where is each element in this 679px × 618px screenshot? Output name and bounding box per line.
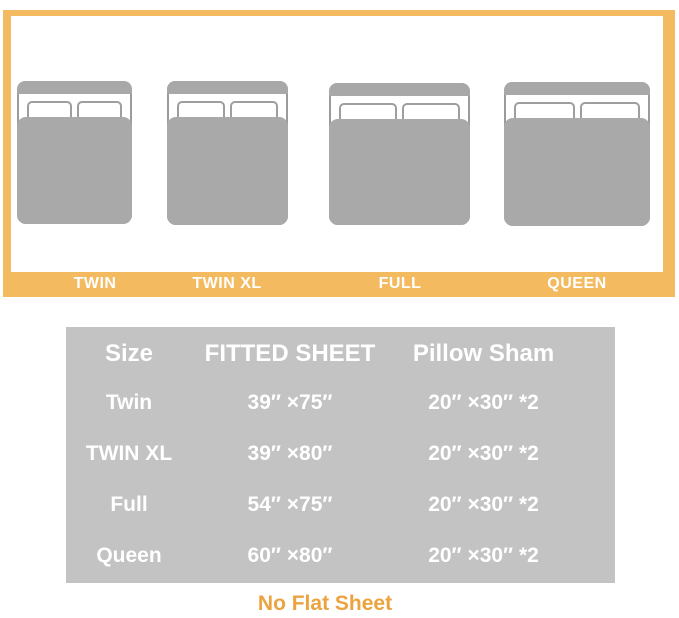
table-cell-pillow-sham: 20″ ×30″ *2 bbox=[428, 441, 539, 465]
table-cell-pillow-sham: 20″ ×30″ *2 bbox=[428, 492, 539, 516]
size-spec-table: Size FITTED SHEET Pillow Sham Twin 39″ ×… bbox=[66, 327, 615, 583]
table-cell-fitted-sheet: 39″ ×75″ bbox=[247, 390, 333, 414]
table-cell-fitted-sheet: 54″ ×75″ bbox=[247, 492, 333, 516]
table-cell-fitted-sheet: 39″ ×80″ bbox=[247, 441, 333, 465]
bed-illustration-queen bbox=[504, 82, 650, 226]
size-label-twin: TWIN bbox=[73, 275, 117, 292]
diagram-canvas bbox=[11, 16, 663, 272]
size-label-queen: QUEEN bbox=[547, 275, 607, 292]
table-header-pillow-sham: Pillow Sham bbox=[412, 340, 555, 367]
table-cell-pillow-sham: 20″ ×30″ *2 bbox=[428, 390, 539, 414]
size-label-full: FULL bbox=[378, 275, 422, 292]
table-cell-size: Full bbox=[110, 492, 148, 516]
bed-headboard bbox=[504, 82, 650, 95]
bed-fitted-sheet bbox=[504, 118, 650, 226]
table-header-size: Size bbox=[104, 340, 154, 367]
size-label-twin-xl: TWIN XL bbox=[192, 275, 262, 292]
bed-headboard bbox=[17, 81, 132, 94]
bed-headboard bbox=[329, 83, 470, 96]
table-cell-size: TWIN XL bbox=[85, 441, 173, 465]
bed-illustration-twin bbox=[17, 81, 132, 224]
table-header-fitted-sheet: FITTED SHEET bbox=[204, 340, 376, 367]
table-cell-size: Twin bbox=[105, 390, 153, 414]
no-flat-sheet-note: No Flat Sheet bbox=[257, 592, 393, 615]
bed-headboard bbox=[167, 81, 288, 94]
bed-fitted-sheet bbox=[329, 119, 470, 225]
size-diagram-frame: TWIN TWIN XL FULL QUEEN bbox=[3, 10, 675, 297]
table-cell-fitted-sheet: 60″ ×80″ bbox=[247, 543, 333, 567]
size-label-band: TWIN TWIN XL FULL QUEEN bbox=[3, 271, 675, 297]
bed-fitted-sheet bbox=[167, 117, 288, 225]
bed-illustration-full bbox=[329, 83, 470, 225]
bed-fitted-sheet bbox=[17, 117, 132, 224]
bed-illustration-twin-xl bbox=[167, 81, 288, 225]
table-cell-pillow-sham: 20″ ×30″ *2 bbox=[428, 543, 539, 567]
table-cell-size: Queen bbox=[96, 543, 162, 567]
